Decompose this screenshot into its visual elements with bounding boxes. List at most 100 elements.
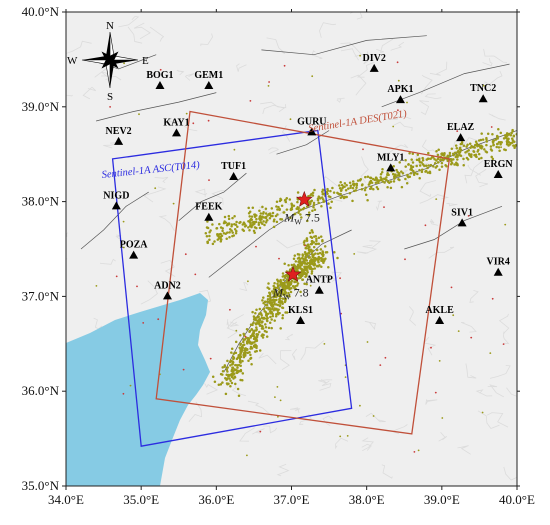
aftershock-point (458, 153, 461, 157)
station-adn2: ADN2 (154, 280, 181, 300)
aftershock-point (278, 311, 281, 315)
aftershock-point (213, 240, 216, 243)
aftershock-point (233, 368, 236, 371)
relief-line (93, 317, 103, 330)
aftershock-point (239, 343, 242, 346)
aftershock-point (259, 430, 262, 433)
aftershock-point (303, 271, 307, 275)
aftershock-point (249, 218, 252, 222)
aftershock-point (303, 262, 307, 265)
aftershock-point (330, 200, 333, 203)
aftershock-point (438, 360, 441, 362)
relief-line (314, 197, 343, 202)
relief-line (362, 240, 382, 249)
aftershock-point (138, 113, 140, 116)
aftershock-point (185, 112, 188, 115)
aftershock-point (370, 185, 373, 189)
relief-line (399, 169, 410, 183)
aftershock-point (511, 130, 514, 133)
aftershock-point (396, 61, 399, 64)
aftershock-point (281, 302, 284, 305)
aftershock-point (230, 223, 234, 226)
aftershock-point (370, 181, 374, 185)
aftershock-point (257, 223, 261, 226)
aftershock-point (236, 225, 239, 229)
station-feek: FEEK (195, 202, 223, 221)
aftershock-point (230, 368, 234, 372)
aftershock-point (264, 221, 268, 224)
aftershock-point (252, 223, 255, 226)
aftershock-point (310, 253, 314, 256)
aftershock-point (310, 240, 314, 243)
aftershock-point (456, 151, 459, 154)
y-tick-label: 36.0°N (22, 383, 60, 398)
aftershock-point (372, 415, 375, 417)
aftershock-point (233, 222, 236, 226)
station-guru: GURU (297, 116, 327, 136)
aftershock-point (276, 278, 279, 281)
aftershock-point (412, 173, 416, 177)
aftershock-point (235, 371, 239, 375)
aftershock-point (234, 363, 237, 367)
station-marker-icon (111, 201, 121, 210)
aftershock-point (406, 174, 409, 178)
aftershock-point (284, 273, 288, 277)
aftershock-point (265, 314, 269, 318)
aftershock-point (421, 158, 425, 162)
station-marker-icon (114, 136, 124, 145)
relief-line (291, 348, 298, 361)
station-label: KLS1 (288, 305, 313, 316)
station-gem1: GEM1 (194, 70, 223, 89)
aftershock-point (300, 216, 303, 219)
x-tick-label: 35.0°E (123, 492, 159, 507)
station-marker-icon (386, 163, 396, 172)
aftershock-point (509, 133, 513, 137)
aftershock-point (274, 293, 278, 297)
fault-line (178, 172, 247, 221)
aftershock-point (245, 328, 249, 331)
aftershock-point (440, 165, 444, 168)
relief-line (231, 384, 247, 396)
aftershock-point (420, 161, 423, 164)
aftershock-point (254, 214, 257, 217)
aftershock-point (270, 207, 274, 210)
aftershock-point (446, 159, 449, 163)
relief-line (258, 206, 270, 217)
aftershock-point (249, 336, 252, 339)
aftershock-point (315, 248, 319, 252)
aftershock-point (436, 153, 440, 157)
station-marker-icon (369, 63, 379, 72)
aftershock-point (280, 204, 284, 207)
aftershock-point (275, 312, 278, 316)
aftershock-point (476, 150, 479, 153)
aftershock-point (274, 214, 278, 218)
aftershock-point (225, 373, 228, 376)
aftershock-point (316, 199, 320, 202)
aftershock-point (454, 144, 458, 147)
aftershock-point (294, 260, 298, 263)
aftershock-point (268, 293, 272, 297)
aftershock-point (310, 261, 314, 265)
station-label: POZA (120, 240, 149, 251)
aftershock-point (414, 171, 417, 175)
aftershock-point (305, 237, 309, 240)
aftershock-point (505, 141, 509, 144)
aftershock-point (458, 146, 462, 150)
aftershock-point (264, 325, 268, 329)
aftershock-point (519, 136, 522, 139)
aftershock-point (499, 131, 503, 135)
aftershock-point (252, 229, 256, 233)
aftershock-point (294, 264, 297, 268)
aftershock-point (268, 216, 272, 220)
station-label: MLY1 (377, 152, 404, 163)
aftershock-point (293, 254, 297, 257)
station-elaz: ELAZ (447, 122, 475, 142)
aftershock-point (311, 209, 314, 212)
aftershock-point (248, 228, 251, 232)
aftershock-point (255, 316, 258, 319)
aftershock-point (243, 225, 247, 228)
aftershock-point (462, 157, 465, 161)
aftershock-point (417, 449, 420, 452)
relief-line (313, 276, 337, 282)
compass-rose: N S E W (67, 20, 149, 103)
